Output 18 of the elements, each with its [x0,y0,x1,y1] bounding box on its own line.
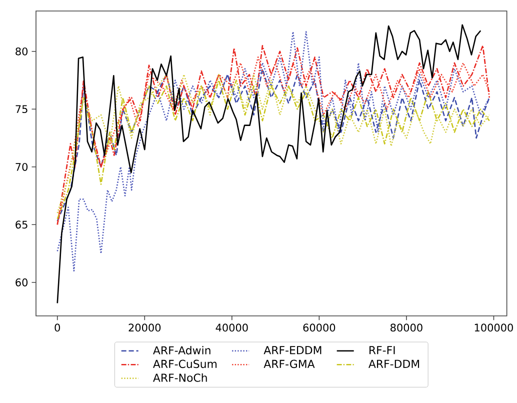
x-tick-label: 20000 [128,324,161,332]
legend-label: RF-FI [370,346,395,354]
y-tick-label: 60 [16,278,28,286]
x-tick-label: 60000 [303,324,336,332]
legend-label: ARF-EDDM [264,346,322,354]
x-tick-label: 80000 [390,324,422,332]
legend-label: ARF-Adwin [153,346,210,355]
y-tick-label: 65 [16,220,28,229]
x-tick-label: 0 [54,324,60,332]
legend-label: ARF-CuSum [153,360,217,368]
x-tick-label: 40000 [216,324,248,332]
y-tick-label: 75 [16,105,28,114]
legend-label: ARF-NoCh [153,373,207,382]
legend-label: ARF-GMA [264,360,315,368]
legend-label: ARF-DDM [368,360,420,368]
x-tick-label: 100000 [474,324,513,332]
y-tick-label: 80 [16,48,28,56]
y-tick-label: 70 [16,163,28,171]
